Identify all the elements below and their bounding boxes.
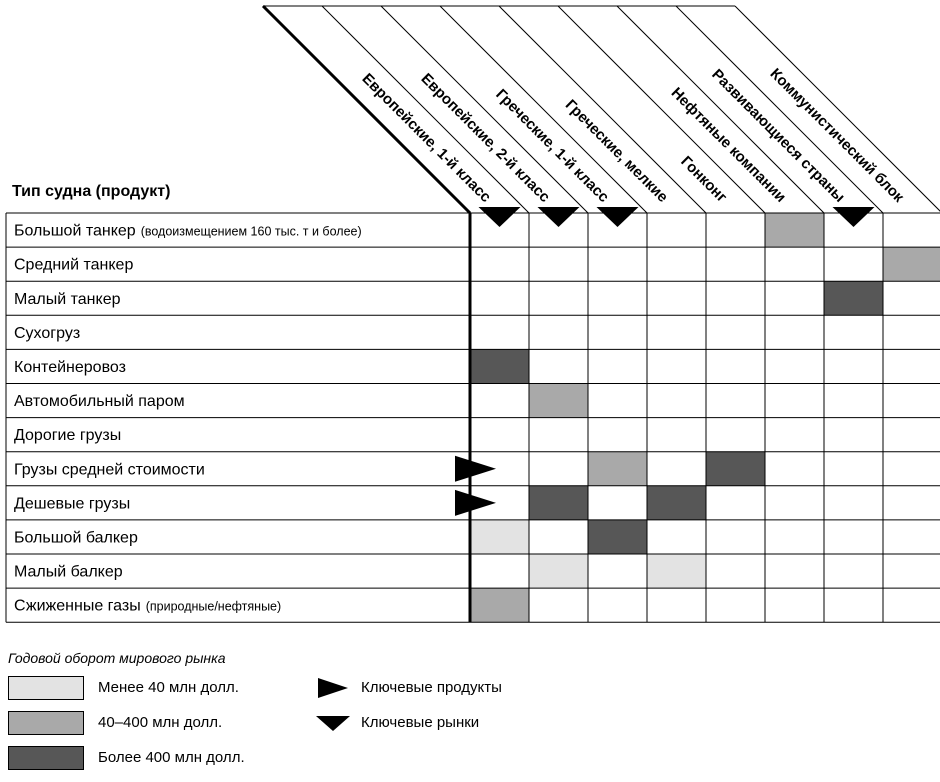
header-separator xyxy=(321,5,530,214)
key-product-marker xyxy=(455,489,496,516)
column-label: Греческие, 1-й класс xyxy=(492,86,612,206)
legend-title: Годовой оборот мирового рынка xyxy=(8,650,226,666)
key-market-marker xyxy=(537,207,580,227)
legend-label-key-market: Ключевые рынки xyxy=(361,714,480,731)
legend-label-mid: 40–400 млн долл. xyxy=(98,714,223,731)
triangle-right-icon xyxy=(318,678,348,698)
legend-swatch-mid xyxy=(8,711,84,735)
matrix-cell-mid xyxy=(470,588,529,623)
column-header-separators xyxy=(261,4,940,215)
matrix-cell-high xyxy=(470,349,529,384)
matrix-cell-high xyxy=(529,485,588,520)
header-label: Тип судна (продукт) xyxy=(12,183,170,200)
matrix-cell-mid xyxy=(883,247,940,282)
key-markers xyxy=(455,207,875,516)
row-label: Сухогруз xyxy=(14,325,80,342)
header-separator xyxy=(616,5,825,214)
matrix-cell-low xyxy=(470,519,529,554)
row-label: Малый балкер xyxy=(14,564,123,581)
legend-label-low: Менее 40 млн долл. xyxy=(98,679,239,696)
row-label: Большой балкер xyxy=(14,529,138,546)
row-label: Сжиженные газы (природные/нефтяные) xyxy=(14,598,281,615)
header-separator xyxy=(439,5,648,214)
legend: Годовой оборот мирового рынка Менее 40 м… xyxy=(0,640,940,782)
column-label: Нефтяные компании xyxy=(668,84,790,206)
column-label: Греческие, мелкие xyxy=(562,96,671,205)
row-labels: Большой танкер (водоизмещением 160 тыс. т… xyxy=(14,223,362,615)
row-label: Дорогие грузы xyxy=(14,427,121,444)
key-market-marker xyxy=(832,207,875,227)
header-separator xyxy=(380,5,589,214)
row-label: Грузы средней стоимости xyxy=(14,461,205,478)
key-market-marker xyxy=(596,207,639,227)
header-separator xyxy=(261,4,472,215)
triangle-down-icon xyxy=(316,716,350,731)
matrix-cell-mid xyxy=(765,213,824,248)
key-product-marker xyxy=(455,455,496,482)
legend-label-high: Более 400 млн долл. xyxy=(98,749,245,766)
matrix-cell-low xyxy=(647,554,706,589)
legend-swatch-low xyxy=(8,676,84,700)
legend-swatch-high xyxy=(8,746,84,770)
row-label: Дешевые грузы xyxy=(14,495,130,512)
row-label: Большой танкер (водоизмещением 160 тыс. т… xyxy=(14,223,362,240)
header-separator xyxy=(557,5,766,214)
legend-label-key-product: Ключевые продукты xyxy=(361,679,502,696)
header-separator xyxy=(734,5,940,212)
key-market-marker xyxy=(478,207,521,227)
matrix-cell-high xyxy=(647,485,706,520)
matrix-cell-mid xyxy=(529,383,588,418)
row-label: Автомобильный паром xyxy=(14,393,185,410)
header-separator xyxy=(675,5,884,214)
matrix-cell-mid xyxy=(588,451,647,486)
row-label: Контейнеровоз xyxy=(14,359,126,376)
row-label: Средний танкер xyxy=(14,257,133,274)
column-label: Гонконг xyxy=(677,153,730,206)
matrix-grid xyxy=(5,212,940,623)
row-label: Малый танкер xyxy=(14,291,121,308)
matrix-cell-high xyxy=(706,451,765,486)
matrix-cell-high xyxy=(824,281,883,316)
matrix-cell-high xyxy=(588,519,647,554)
matrix-cell-low xyxy=(529,554,588,589)
header-separator xyxy=(498,5,707,214)
matrix-cells xyxy=(470,213,940,623)
